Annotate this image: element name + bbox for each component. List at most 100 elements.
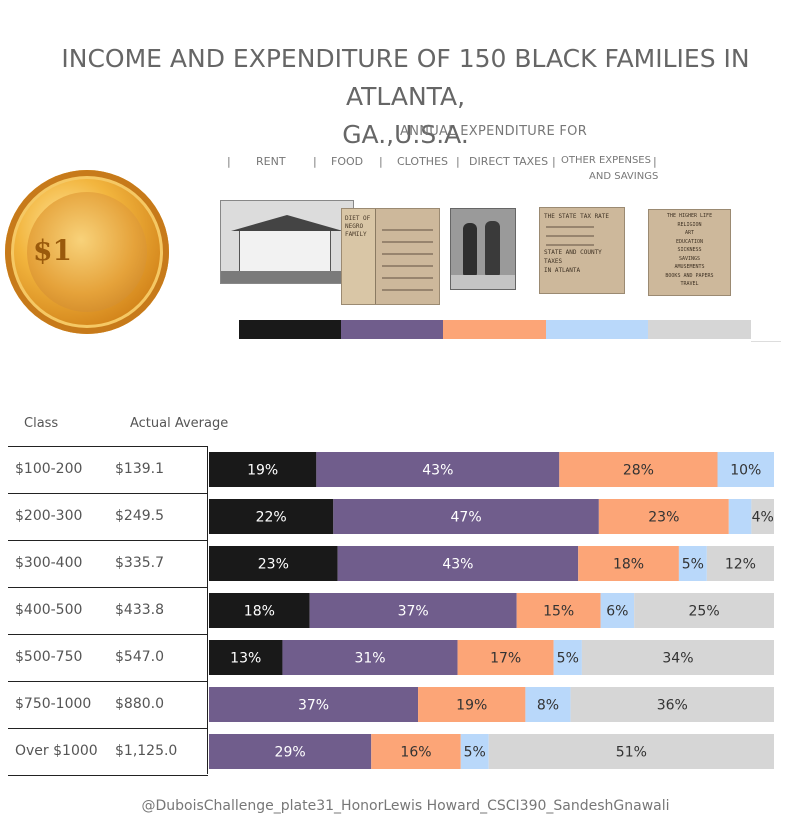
bar-segment-clothes [418, 687, 526, 722]
legend-label-rent: RENT [256, 155, 286, 168]
row-divider [8, 634, 208, 635]
bar-segment-food [337, 546, 579, 581]
legend-swatch-food [341, 320, 443, 339]
data-label: 37% [398, 604, 429, 620]
legend-label-other-expenses: OTHER EXPENSES [561, 155, 651, 166]
legend-label-food: FOOD [331, 155, 364, 168]
data-label: 34% [662, 651, 693, 667]
coin-face [27, 192, 147, 312]
legend-label-direct-taxes: DIRECT TAXES [469, 155, 549, 168]
data-label: 37% [298, 698, 329, 714]
bar-segment-direct-taxes [600, 593, 635, 628]
data-label: 23% [258, 557, 289, 573]
data-label: 19% [456, 698, 487, 714]
row-divider [8, 775, 208, 776]
bar-segment-clothes [516, 593, 601, 628]
data-label: 5% [464, 745, 486, 761]
data-label: 19% [247, 463, 278, 479]
data-label: 15% [543, 604, 574, 620]
class-label: Over $1000 [15, 743, 98, 759]
legend-separator: | [227, 155, 231, 168]
class-label: $300-400 [15, 555, 83, 571]
food-document-photo: DIET OF NEGRO FAMILY [341, 208, 440, 305]
legend-rule [751, 341, 781, 342]
legend-swatch-rent [239, 320, 341, 339]
food-doc-line: FAMILY [345, 231, 367, 238]
higher-life-line: EDUCATION [675, 238, 704, 245]
dollar-coin-image: $1 [5, 170, 169, 334]
bar-segment-food [333, 499, 599, 534]
data-label: 8% [537, 698, 559, 714]
data-label: 18% [244, 604, 275, 620]
higher-life-line: RELIGION [677, 221, 702, 228]
bar-segment-direct-taxes [678, 546, 707, 581]
higher-life-line: THE HIGHER LIFE [666, 213, 713, 219]
legend-separator: | [379, 155, 383, 168]
bar-segment-direct-taxes [525, 687, 571, 722]
legend-separator: | [313, 155, 317, 168]
data-label: 25% [689, 604, 720, 620]
data-label: 5% [557, 651, 579, 667]
bar-segment-clothes [578, 546, 679, 581]
data-label: 4% [752, 510, 774, 526]
data-label: 28% [623, 463, 654, 479]
table-divider [207, 446, 208, 774]
food-doc-line: DIET OF [345, 215, 371, 222]
bar-segment-direct-taxes [728, 499, 752, 534]
legend-separator: | [653, 155, 657, 168]
bar-segment-clothes [371, 734, 461, 769]
data-label: 6% [606, 604, 628, 620]
tax-document-photo: THE STATE TAX RATE STATE AND COUNTY TAXE… [539, 207, 625, 294]
bar-segment-other [706, 546, 774, 581]
data-label: 29% [275, 745, 306, 761]
class-label: $500-750 [15, 649, 83, 665]
bar-segment-direct-taxes [717, 452, 774, 487]
bar-segment-other [751, 499, 774, 534]
data-label: 13% [230, 651, 261, 667]
coin-denomination: $1 [33, 234, 72, 267]
data-label: 5% [682, 557, 704, 573]
average-value: $335.7 [115, 555, 164, 571]
legend-swatch-direct-taxes [546, 320, 648, 339]
bar-segment-food [209, 687, 419, 722]
bar-segment-clothes [598, 499, 729, 534]
class-label: $200-300 [15, 508, 83, 524]
bar-segment-other [581, 640, 774, 675]
average-value: $433.8 [115, 602, 164, 618]
legend-separator: | [552, 155, 556, 168]
tax-doc-line: IN ATLANTA [544, 267, 581, 274]
bar-segment-other [488, 734, 774, 769]
women-walking-photo [450, 208, 516, 290]
class-label: $400-500 [15, 602, 83, 618]
legend-label-clothes: CLOTHES [397, 155, 448, 168]
average-value: $880.0 [115, 696, 164, 712]
data-label: 16% [400, 745, 431, 761]
higher-life-document-photo: THE HIGHER LIFE RELIGION ART EDUCATION S… [648, 209, 731, 296]
bar-segment-food [209, 734, 372, 769]
data-label: 23% [648, 510, 679, 526]
bar-segment-food [309, 593, 517, 628]
legend-swatch-clothes [443, 320, 546, 339]
bar-segment-rent [209, 640, 283, 675]
title-line-1: INCOME AND EXPENDITURE OF 150 BLACK FAMI… [61, 44, 750, 111]
higher-life-line: AMUSEMENTS [674, 264, 705, 270]
legend-label-and-savings: AND SAVINGS [589, 171, 659, 182]
average-value: $1,125.0 [115, 743, 178, 759]
data-label: 47% [451, 510, 482, 526]
data-label: 12% [725, 557, 756, 573]
bar-segment-food [282, 640, 458, 675]
bar-segment-rent [209, 499, 334, 534]
higher-life-line: SAVINGS [678, 255, 701, 262]
row-divider [8, 493, 208, 494]
row-divider [8, 681, 208, 682]
bar-segment-rent [209, 546, 338, 581]
bar-segment-direct-taxes [553, 640, 582, 675]
average-value: $139.1 [115, 461, 164, 477]
bar-segment-direct-taxes [460, 734, 489, 769]
bar-segment-clothes [559, 452, 718, 487]
higher-life-line: ART [684, 230, 695, 236]
legend-separator: | [456, 155, 460, 168]
chart-title: INCOME AND EXPENDITURE OF 150 BLACK FAMI… [0, 40, 811, 154]
data-label: 43% [442, 557, 473, 573]
